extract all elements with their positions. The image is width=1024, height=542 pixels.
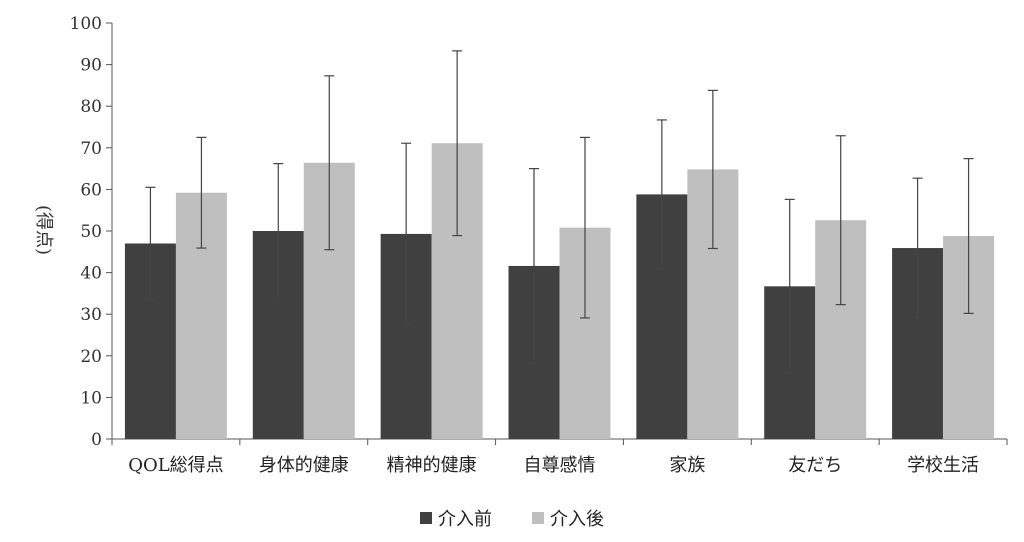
category-label: 自尊感情	[524, 455, 596, 476]
category-label: 友だち	[788, 455, 842, 476]
y-tick-label: 30	[80, 305, 102, 325]
y-tick-label: 90	[80, 56, 102, 76]
legend-item-after: 介入後	[532, 505, 604, 531]
y-tick-label: 50	[80, 222, 102, 242]
y-tick-label: 40	[80, 264, 102, 284]
x-axis: QOL総得点 身体的健康 精神的健康 自尊感情 家族 友だち 学校生活	[111, 438, 1008, 476]
y-axis: 0 10 20 30 40 50 60 70 80 90 100	[70, 14, 113, 450]
y-tick-label: 10	[80, 388, 102, 408]
category-label: QOL総得点	[128, 455, 223, 476]
category-label: 家族	[669, 455, 705, 476]
y-tick-label: 100	[70, 14, 102, 34]
category-label: 学校生活	[907, 455, 979, 476]
bar-chart: 0 10 20 30 40 50 60 70 80 90 100 QOL総得点 身体的健康 精神的健康 自…	[33, 14, 1008, 476]
y-tick-label: 80	[80, 97, 102, 117]
y-tick-label: 20	[80, 347, 102, 367]
legend-label-after: 介入後	[550, 509, 604, 530]
legend: 介入前 介入後	[0, 505, 1024, 531]
legend-swatch-before	[420, 512, 432, 524]
y-tick-label: 0	[91, 430, 102, 450]
y-tick-label: 60	[80, 180, 102, 200]
category-label: 身体的健康	[259, 455, 349, 476]
y-tick-label: 70	[80, 139, 102, 159]
category-label: 精神的健康	[387, 455, 477, 476]
legend-item-before: 介入前	[420, 505, 492, 531]
y-axis-label: (得点)	[33, 205, 54, 255]
bars	[124, 143, 995, 439]
error-bars	[145, 50, 974, 374]
legend-label-before: 介入前	[438, 509, 492, 530]
legend-swatch-after	[532, 512, 544, 524]
